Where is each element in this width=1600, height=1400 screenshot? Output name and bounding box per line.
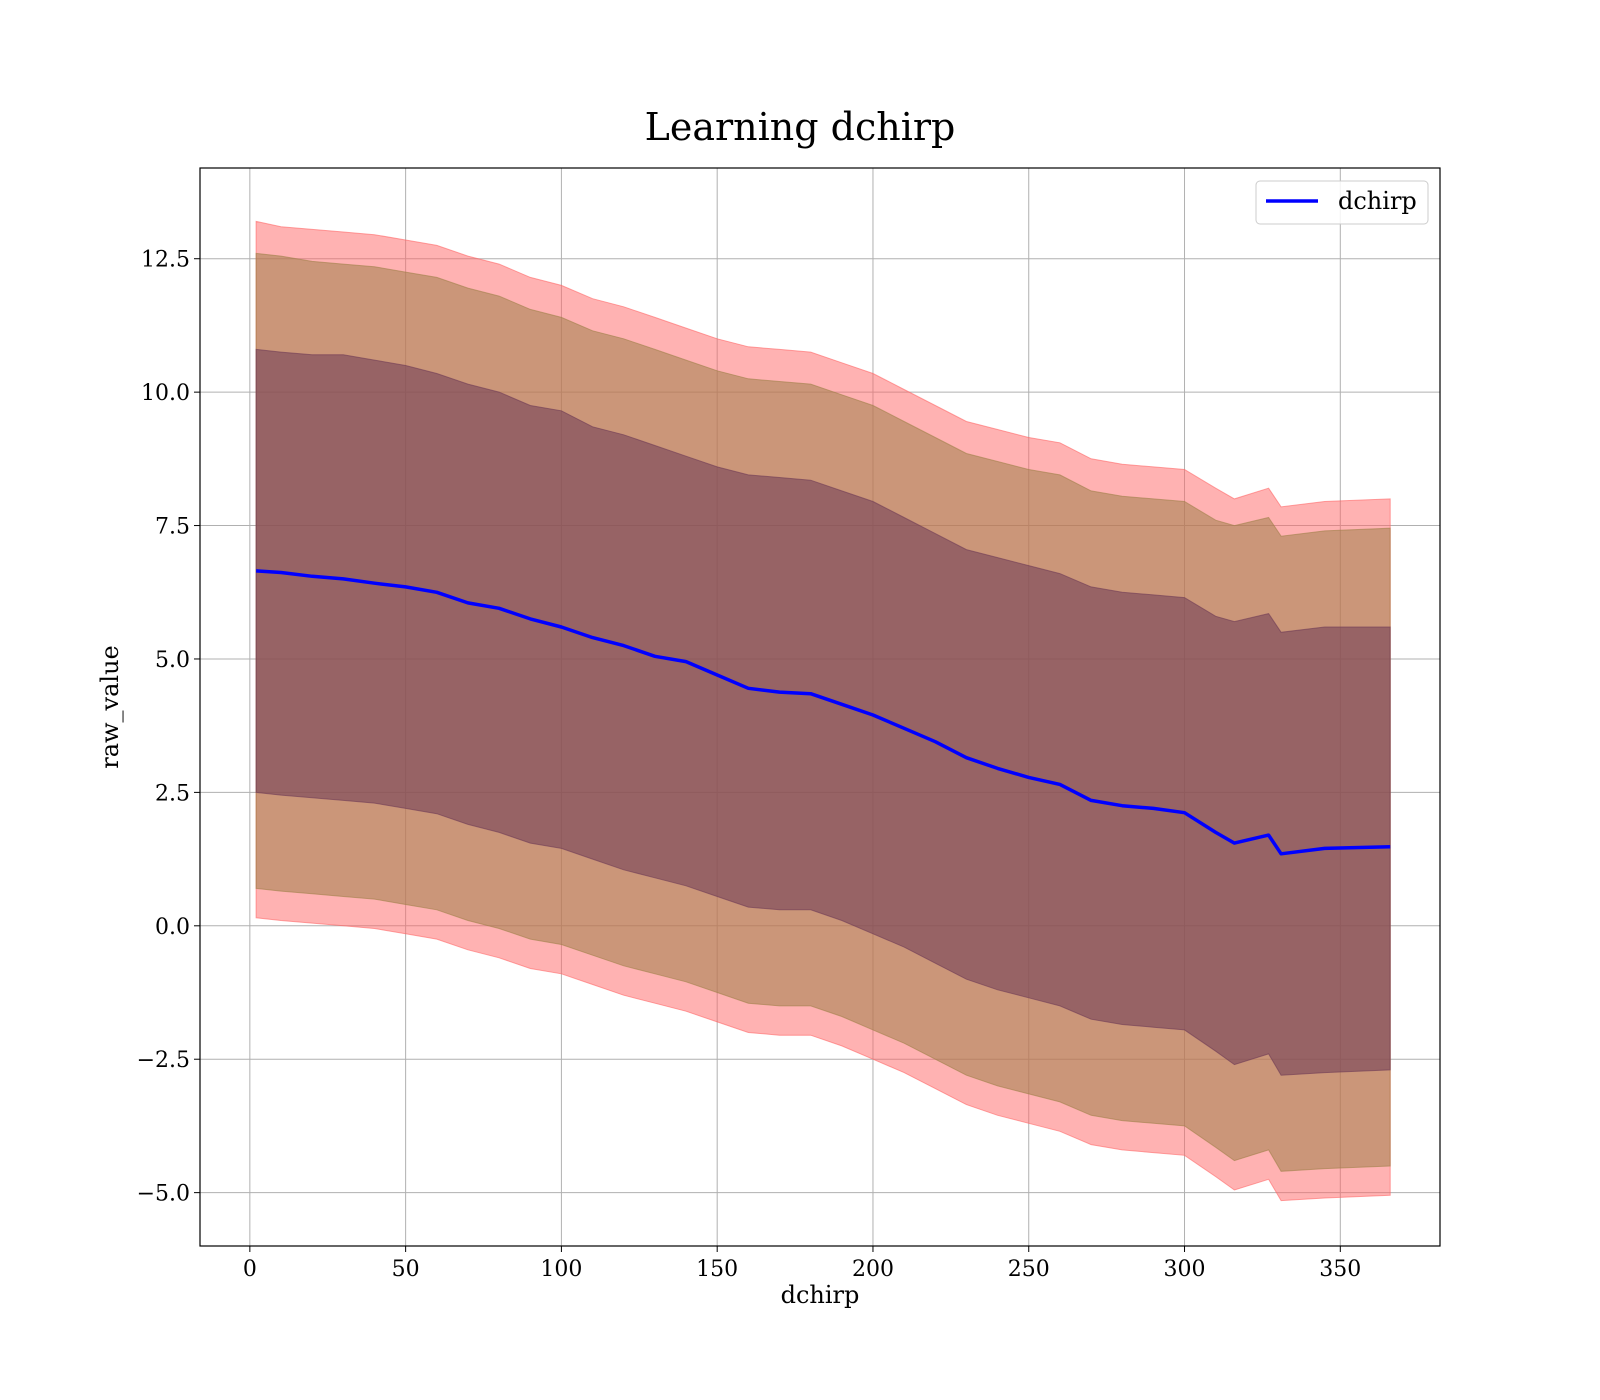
chart-title: Learning dchirp xyxy=(645,105,956,149)
legend-box xyxy=(1255,180,1429,225)
x-tick-label-2: 100 xyxy=(540,1257,582,1282)
x-tick-label-7: 350 xyxy=(1319,1257,1361,1282)
series-lines xyxy=(255,569,1391,856)
band-inner xyxy=(255,348,1391,1076)
y-axis-label: raw_value xyxy=(96,645,124,769)
y-tick-label-5: 7.5 xyxy=(155,515,190,540)
y-tick-label-7: 12.5 xyxy=(141,248,190,273)
y-tick-label-2: 0.0 xyxy=(155,915,190,940)
y-tick-label-4: 5.0 xyxy=(155,648,190,673)
confidence-bands xyxy=(255,220,1391,1202)
y-tick-label-3: 2.5 xyxy=(155,781,190,806)
x-tick-label-6: 300 xyxy=(1164,1257,1206,1282)
y-tick-label-6: 10.0 xyxy=(141,381,190,406)
x-axis-ticks: 0 50 100 150 200 250 300 350 xyxy=(243,1246,1361,1282)
y-tick-label-1: −2.5 xyxy=(137,1048,190,1073)
series-line-dchirp xyxy=(255,569,1391,856)
legend: dchirp xyxy=(1255,180,1429,225)
x-tick-label-0: 0 xyxy=(243,1257,257,1282)
x-tick-label-4: 200 xyxy=(852,1257,894,1282)
y-tick-label-0: −5.0 xyxy=(137,1182,190,1207)
plot-frame xyxy=(199,167,1441,1247)
x-axis-label: dchirp xyxy=(781,1281,860,1309)
x-tick-label-5: 250 xyxy=(1008,1257,1050,1282)
x-tick-label-1: 50 xyxy=(392,1257,420,1282)
x-tick-label-3: 150 xyxy=(696,1257,738,1282)
y-axis-ticks: −5.0 −2.5 0.0 2.5 5.0 7.5 10.0 12.5 xyxy=(137,248,200,1207)
legend-label-dchirp: dchirp xyxy=(1338,187,1417,215)
